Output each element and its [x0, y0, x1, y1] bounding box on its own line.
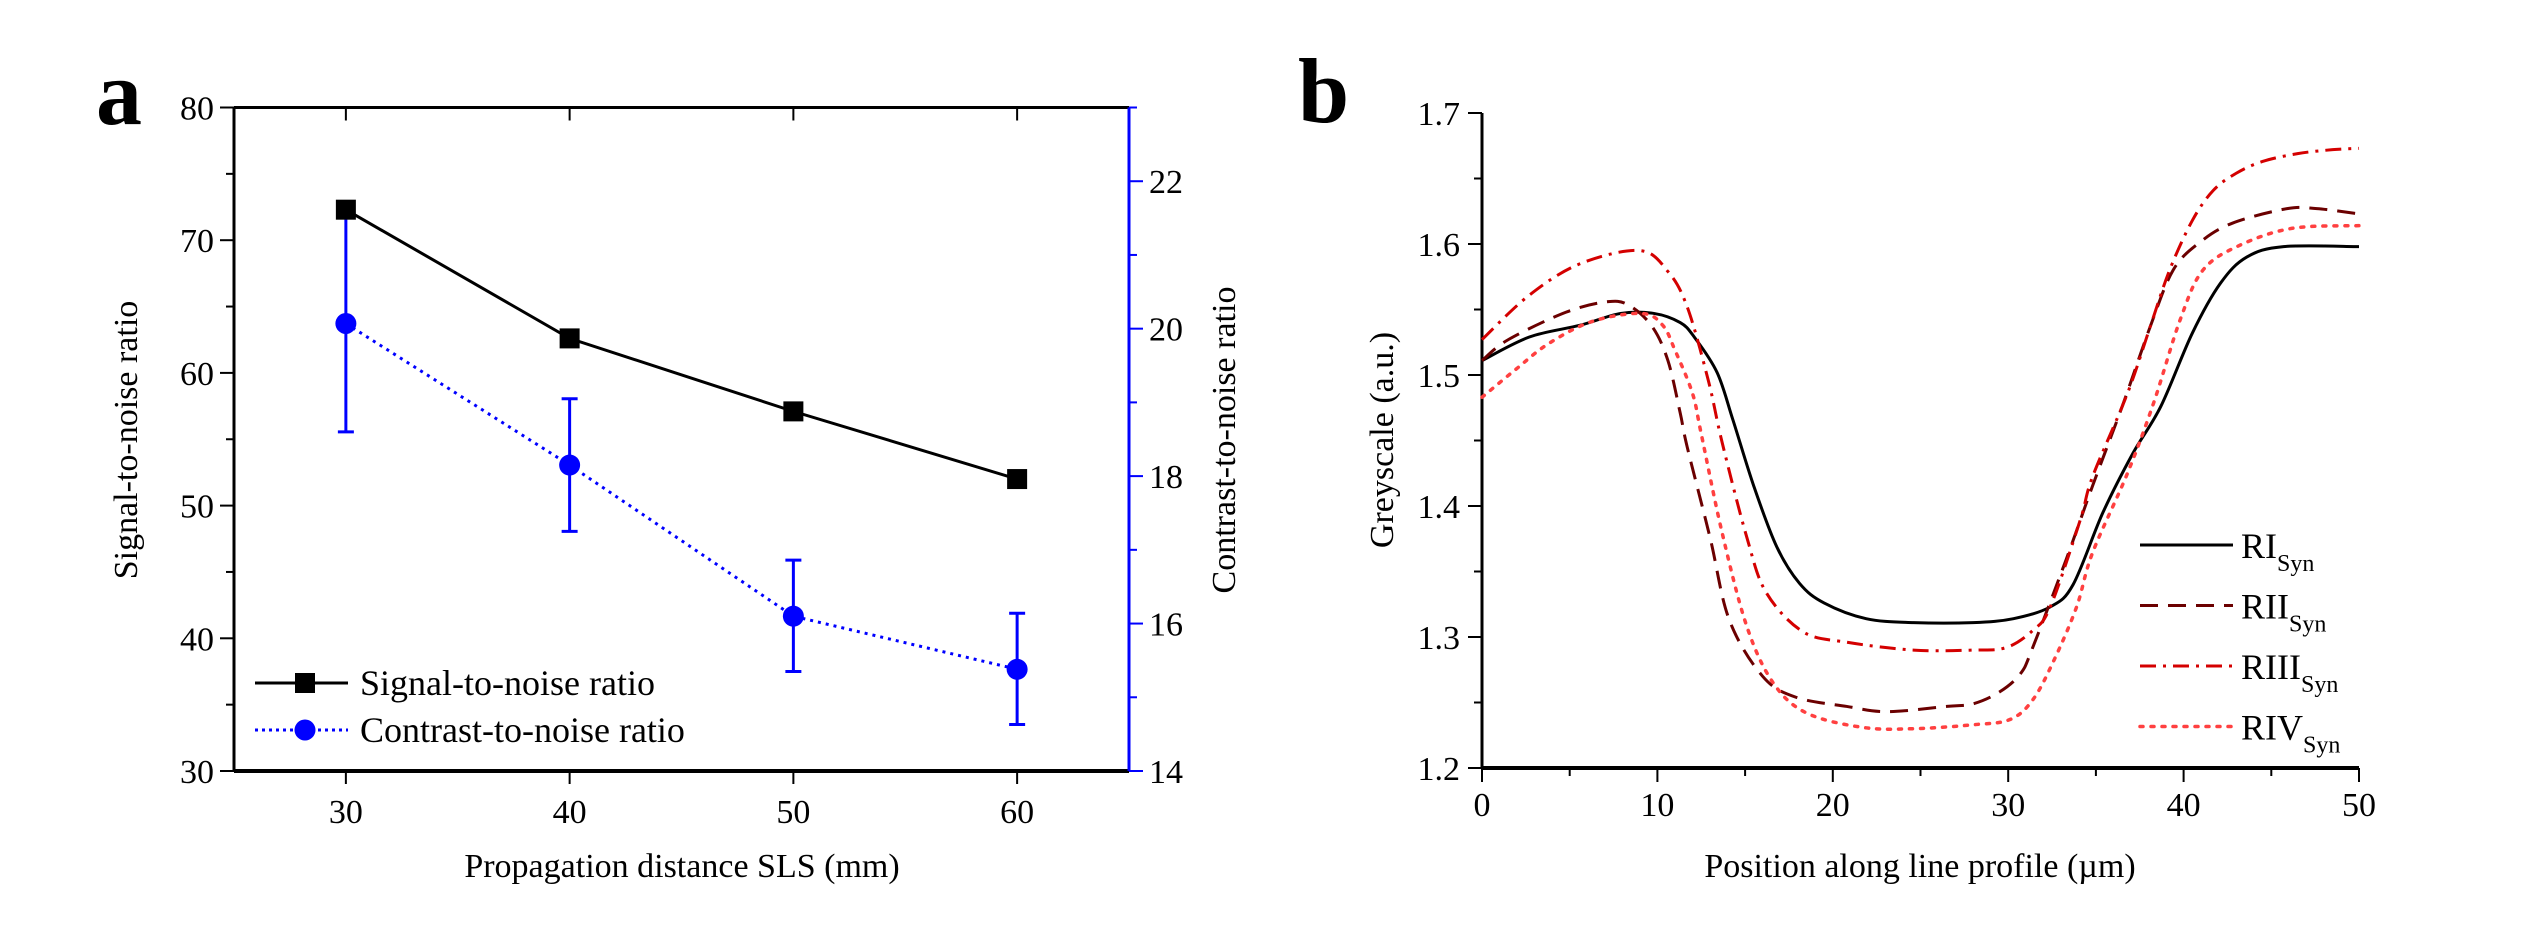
legend-cnr-label: Contrast-to-noise ratio — [360, 710, 685, 750]
panel-b-axes — [1480, 113, 2359, 770]
snr-data-point — [559, 328, 580, 349]
y2-tick-label: 20 — [1149, 312, 1183, 349]
legend-label-rii: RIISyn — [2241, 587, 2326, 638]
x-tick-label: 40 — [2167, 787, 2201, 824]
panel-a: a 30 40 50 60 30 40 50 60 70 80 14 16 18 20 22 Propa… — [96, 42, 1243, 885]
x-tick-label: 0 — [1474, 787, 1491, 824]
legend-subscript: Syn — [2301, 672, 2338, 698]
y-tick-label: 1.7 — [1418, 96, 1461, 133]
panel-b-y-ticks: 1.2 1.3 1.4 1.5 1.6 1.7 — [1418, 96, 1482, 788]
x-tick-label: 60 — [1000, 794, 1034, 831]
legend-label-riv: RIVSyn — [2241, 708, 2340, 759]
legend-subscript: Syn — [2303, 733, 2340, 759]
panel-b-x-ticks: 0 10 20 30 40 50 — [1474, 768, 2376, 824]
panel-a-y-axis-title: Signal-to-noise ratio — [108, 301, 145, 580]
y-tick-label: 30 — [180, 754, 214, 791]
y-tick-label: 40 — [180, 621, 214, 658]
panel-b: b 0 10 20 30 40 50 1.2 1.3 1.4 1.5 1.6 1.7 Positio… — [1298, 40, 2376, 885]
snr-data-point — [1007, 469, 1028, 490]
legend-label-ri: RISyn — [2241, 526, 2314, 577]
legend-snr-label: Signal-to-noise ratio — [360, 663, 655, 703]
x-tick-label: 50 — [776, 794, 810, 831]
panel-a-letter: a — [96, 42, 142, 144]
panel-b-series — [1480, 146, 2361, 731]
y-tick-label: 1.6 — [1418, 227, 1461, 264]
legend-snr-square-marker — [295, 673, 315, 693]
x-tick-label: 30 — [329, 794, 363, 831]
legend-cnr-circle-marker — [294, 719, 316, 741]
series-line-rii — [1481, 205, 2360, 714]
x-tick-label: 10 — [1640, 787, 1674, 824]
panel-a-y2-ticks: 14 16 18 20 22 — [1129, 106, 1183, 791]
panel-a-series — [335, 199, 1028, 727]
cnr-data-point — [559, 454, 581, 476]
legend-label-riii: RIIISyn — [2241, 647, 2338, 698]
panel-a-legend: Signal-to-noise ratio Contrast-to-noise … — [255, 663, 685, 750]
legend-subscript: Syn — [2277, 551, 2314, 577]
series-line-ri — [1481, 244, 2360, 625]
series-line-riv — [1480, 223, 2361, 731]
cnr-data-point — [782, 605, 804, 627]
y2-tick-label: 14 — [1149, 754, 1183, 791]
panel-a-y2-axis-title: Contrast-to-noise ratio — [1206, 287, 1243, 594]
x-tick-label: 30 — [1991, 787, 2025, 824]
x-tick-label: 40 — [553, 794, 587, 831]
y2-tick-label: 18 — [1149, 459, 1183, 496]
snr-data-point — [335, 199, 356, 220]
panel-a-y-ticks: 30 40 50 60 70 80 — [180, 91, 234, 791]
panel-a-x-axis-title: Propagation distance SLS (mm) — [464, 848, 899, 885]
panel-b-legend: RISyn RIISyn RIIISyn RIVSyn — [2138, 526, 2340, 759]
y-tick-label: 1.3 — [1418, 620, 1461, 657]
panel-b-y-axis-title: Greyscale (a.u.) — [1364, 332, 1401, 548]
legend-subscript: Syn — [2289, 612, 2326, 638]
y-tick-label: 70 — [180, 223, 214, 260]
y2-tick-label: 16 — [1149, 607, 1183, 644]
cnr-data-point — [335, 313, 357, 335]
y-tick-label: 50 — [180, 489, 214, 526]
y-tick-label: 80 — [180, 91, 214, 128]
snr-series-line — [345, 208, 1018, 481]
y-tick-label: 1.4 — [1418, 489, 1461, 526]
panel-b-x-axis-title: Position along line profile (µm) — [1704, 848, 2135, 885]
series-line-riii — [1480, 146, 2360, 653]
x-tick-label: 50 — [2342, 787, 2376, 824]
y-tick-label: 1.2 — [1418, 751, 1461, 788]
snr-data-point — [783, 401, 804, 422]
y-tick-label: 1.5 — [1418, 358, 1461, 395]
y2-tick-label: 22 — [1149, 164, 1183, 201]
panel-b-letter: b — [1298, 40, 1349, 142]
y-tick-label: 60 — [180, 356, 214, 393]
cnr-data-point — [1006, 658, 1028, 680]
cnr-series-line — [345, 322, 1018, 671]
panel-a-x-ticks: 30 40 50 60 — [329, 107, 1034, 831]
x-tick-label: 20 — [1816, 787, 1850, 824]
